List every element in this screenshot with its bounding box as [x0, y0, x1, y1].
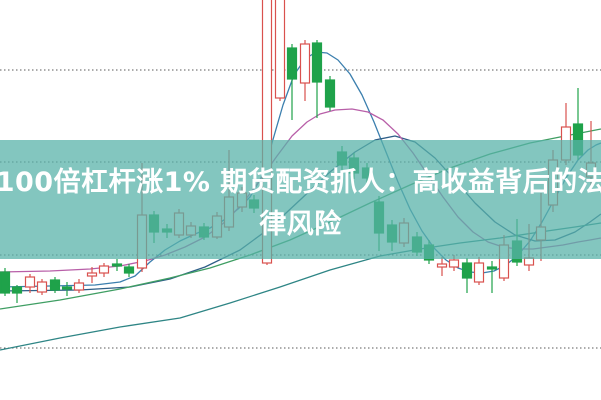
candle-body [523, 257, 535, 266]
candle-body [73, 282, 85, 291]
candle-body [24, 276, 36, 288]
candle-body [86, 272, 98, 277]
candle-body [49, 279, 61, 291]
headline-banner: 100倍杠杆涨1% 期货配资抓人：高收益背后的法 律风险 [0, 140, 601, 259]
candle-body [274, 0, 286, 99]
candle-body [36, 281, 48, 293]
candle-body [461, 262, 473, 279]
candle-body [61, 286, 73, 290]
candle-body [324, 79, 336, 108]
candle-body [486, 266, 498, 270]
candle-body [286, 47, 298, 80]
candle-body [261, 0, 273, 264]
candle-body [0, 271, 11, 294]
candle-body [111, 263, 123, 267]
candle-body [473, 262, 485, 283]
headline-text-line1: 100倍杠杆涨1% 期货配资抓人：高收益背后的法 [0, 166, 601, 198]
candle-body [436, 263, 448, 268]
candle-body [11, 286, 23, 294]
candle-body [311, 42, 323, 83]
candle-body [448, 259, 460, 268]
candle-body [123, 266, 135, 274]
candle-body [98, 265, 110, 274]
candle-body [299, 43, 311, 84]
headline-text-line2: 律风险 [259, 208, 342, 240]
